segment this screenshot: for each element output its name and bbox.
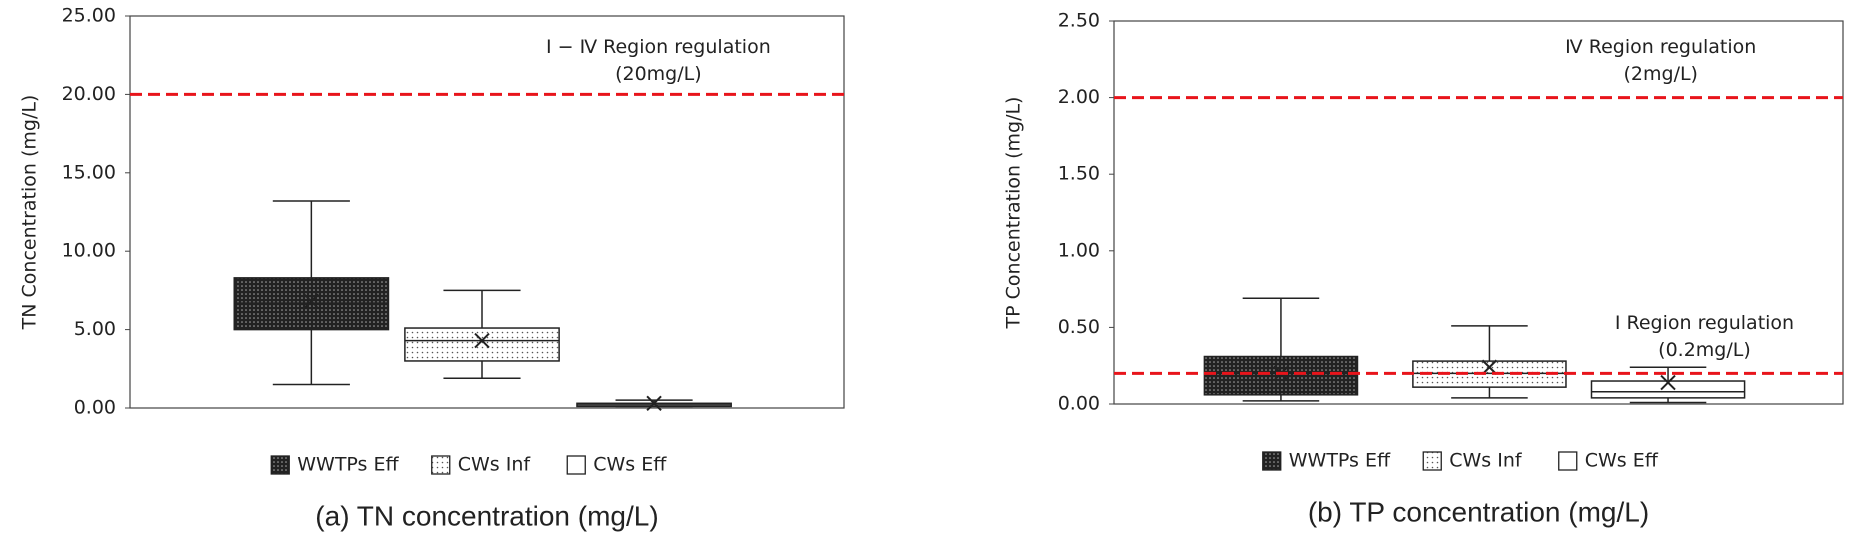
box bbox=[404, 327, 560, 362]
y-tick-label: 5.00 bbox=[74, 318, 116, 340]
mean-marker bbox=[474, 332, 490, 349]
box bbox=[1590, 380, 1746, 399]
legend-swatch bbox=[1262, 451, 1282, 471]
legend-label: CWs Inf bbox=[1449, 450, 1523, 472]
reference-label: Ⅰ Region regulation bbox=[1615, 312, 1794, 334]
legend-label: CWs Eff bbox=[593, 454, 667, 476]
legend-swatch bbox=[1558, 451, 1578, 471]
legend-label: CWs Eff bbox=[1585, 450, 1659, 472]
legend-swatch bbox=[270, 455, 290, 475]
legend-label: CWs Inf bbox=[458, 454, 532, 476]
legend-label: WWTPs Eff bbox=[1289, 450, 1391, 472]
chart-caption: (b) TP concentration (mg/L) bbox=[1308, 496, 1649, 527]
box bbox=[1412, 360, 1567, 388]
plot-area bbox=[1113, 20, 1844, 405]
mean-marker bbox=[303, 293, 320, 310]
box bbox=[1203, 355, 1359, 396]
reference-label: Ⅰ − Ⅳ Region regulation bbox=[546, 36, 771, 58]
plot-area bbox=[129, 15, 845, 409]
mean-marker bbox=[1660, 374, 1676, 391]
mean-marker bbox=[646, 395, 662, 412]
y-tick-label: 1.00 bbox=[1058, 239, 1100, 261]
y-tick-label: 15.00 bbox=[62, 161, 116, 183]
reference-label: (20mg/L) bbox=[615, 63, 702, 85]
y-tick-label: 1.50 bbox=[1058, 163, 1100, 185]
y-tick-label: 20.00 bbox=[62, 83, 116, 105]
legend-swatch bbox=[566, 455, 586, 475]
y-tick-label: 0.00 bbox=[1058, 393, 1100, 415]
box bbox=[233, 277, 390, 331]
reference-label: Ⅳ Region regulation bbox=[1565, 36, 1756, 58]
y-tick-label: 0.00 bbox=[74, 397, 116, 419]
legend-swatch bbox=[1422, 451, 1442, 471]
y-tick-label: 2.50 bbox=[1058, 10, 1100, 32]
y-tick-label: 0.50 bbox=[1058, 316, 1100, 338]
y-tick-label: 10.00 bbox=[62, 240, 116, 262]
y-tick-label: 25.00 bbox=[62, 5, 116, 27]
reference-label: (2mg/L) bbox=[1624, 63, 1698, 85]
chart-caption: (a) TN concentration (mg/L) bbox=[315, 500, 658, 531]
legend-label: WWTPs Eff bbox=[297, 454, 399, 476]
y-axis-label: TP Concentration (mg/L) bbox=[1003, 97, 1025, 330]
legend-swatch bbox=[431, 455, 451, 475]
y-axis-label: TN Concentration (mg/L) bbox=[19, 95, 41, 331]
reference-label: (0.2mg/L) bbox=[1658, 339, 1751, 361]
y-tick-label: 2.00 bbox=[1058, 86, 1100, 108]
